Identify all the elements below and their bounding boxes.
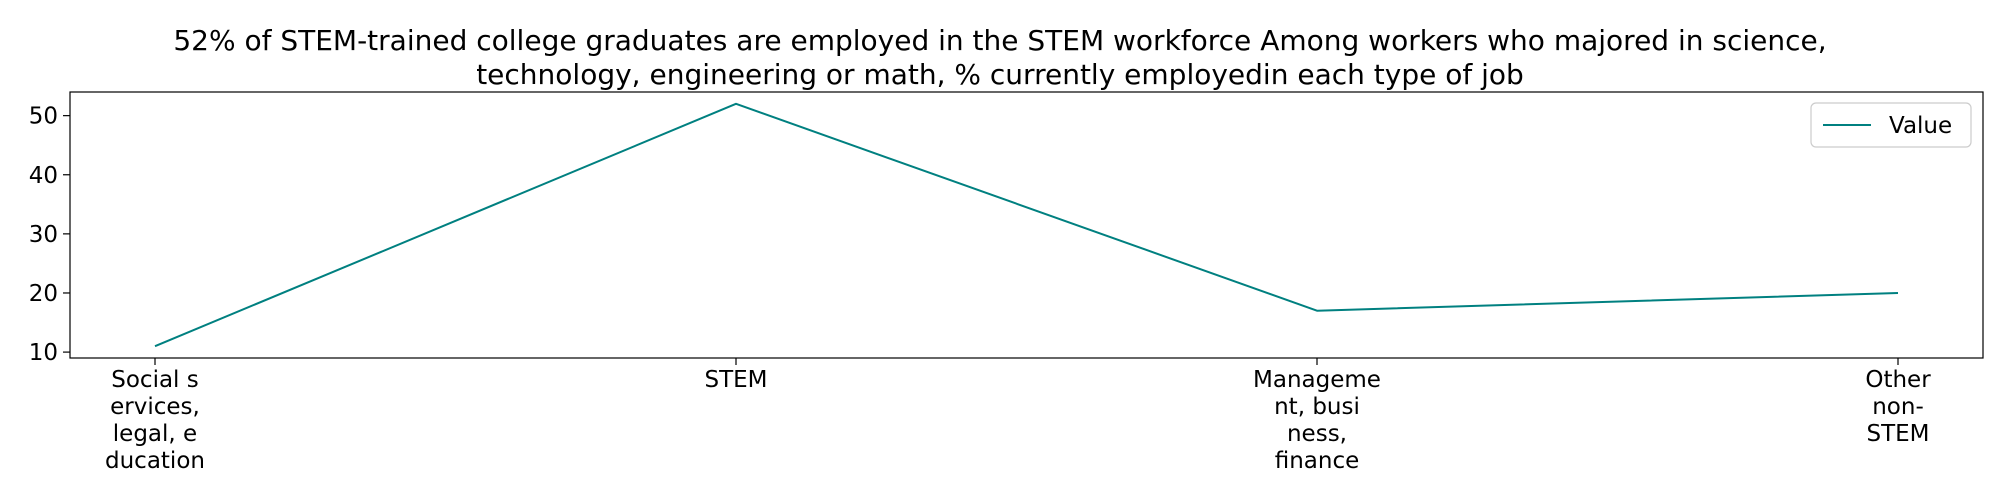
series-group xyxy=(154,102,1899,348)
x-tick-label-line: ness, xyxy=(1287,421,1347,447)
x-tick-label-line: finance xyxy=(1275,448,1360,474)
series-line xyxy=(154,102,1899,348)
y-tick-label: 50 xyxy=(29,104,58,130)
legend-label: Value xyxy=(1889,113,1952,139)
chart-title: 52% of STEM-trained college graduates ar… xyxy=(173,24,1826,91)
y-tick-label: 20 xyxy=(29,281,58,307)
legend-box xyxy=(1810,102,1972,148)
x-tick-label-line: non- xyxy=(1872,394,1924,420)
x-tick-label-line: Social s xyxy=(111,367,199,393)
y-axis: 10 20 30 40 50 xyxy=(29,104,70,366)
x-tick-label-line: ervices, xyxy=(110,394,200,420)
x-tick-label: STEM xyxy=(704,367,767,393)
x-tick-label-line: Manageme xyxy=(1253,367,1381,393)
y-tick-label: 30 xyxy=(29,222,58,248)
y-tick-label: 10 xyxy=(29,340,58,366)
x-tick-label-line: ducation xyxy=(105,448,205,474)
x-tick-label-line: STEM xyxy=(704,367,767,393)
legend: Value xyxy=(1810,102,1972,148)
x-tick-label: Social s ervices, legal, e ducation xyxy=(105,367,205,474)
chart-title-line: 52% of STEM-trained college graduates ar… xyxy=(173,24,1826,57)
x-axis: Social s ervices, legal, e ducation STEM Mana… xyxy=(105,358,1931,474)
x-tick-label-line: Other xyxy=(1865,367,1931,393)
x-tick-label: Other non-STEM xyxy=(1865,367,1931,447)
x-tick-label-line: nt, busi xyxy=(1274,394,1360,420)
y-tick-label: 40 xyxy=(29,163,58,189)
chart-title-line: technology, engineering or math, % curre… xyxy=(476,58,1524,91)
x-tick-label-line: legal, e xyxy=(113,421,197,447)
plot-area-frame xyxy=(69,91,1984,359)
x-tick-label-line: STEM xyxy=(1866,421,1929,447)
x-tick-label: Manageme nt, busi ness, finance xyxy=(1253,367,1381,474)
